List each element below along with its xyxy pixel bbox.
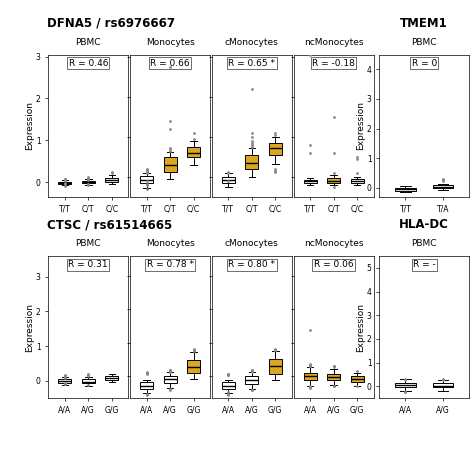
Text: PBMC: PBMC — [75, 38, 101, 47]
Y-axis label: Expression: Expression — [26, 302, 35, 352]
Text: R = 0: R = 0 — [411, 59, 437, 68]
PathPatch shape — [246, 155, 258, 170]
Text: R = 0.31: R = 0.31 — [68, 260, 108, 269]
Y-axis label: Expression: Expression — [356, 101, 365, 150]
PathPatch shape — [164, 157, 176, 172]
PathPatch shape — [222, 383, 235, 389]
PathPatch shape — [351, 179, 364, 182]
Text: cMonocytes: cMonocytes — [225, 239, 279, 248]
PathPatch shape — [140, 176, 153, 183]
PathPatch shape — [269, 143, 282, 155]
Text: Monocytes: Monocytes — [146, 239, 194, 248]
PathPatch shape — [187, 360, 200, 373]
PathPatch shape — [246, 376, 258, 384]
Text: R = 0.66: R = 0.66 — [150, 59, 190, 68]
PathPatch shape — [304, 373, 317, 380]
PathPatch shape — [395, 188, 416, 191]
Text: cMonocytes: cMonocytes — [225, 38, 279, 47]
Text: TMEM1: TMEM1 — [401, 17, 448, 29]
PathPatch shape — [304, 180, 317, 183]
PathPatch shape — [222, 177, 235, 183]
PathPatch shape — [187, 146, 200, 157]
PathPatch shape — [58, 182, 71, 184]
Text: HLA-DC: HLA-DC — [399, 218, 449, 231]
Text: ncMonocytes: ncMonocytes — [304, 38, 364, 47]
Text: PBMC: PBMC — [411, 38, 437, 47]
Text: R = -: R = - — [413, 260, 436, 269]
PathPatch shape — [269, 359, 282, 374]
PathPatch shape — [140, 383, 153, 389]
Text: ncMonocytes: ncMonocytes — [304, 239, 364, 248]
Text: DFNA5 / rs6976667: DFNA5 / rs6976667 — [47, 17, 175, 29]
Text: R = 0.78 *: R = 0.78 * — [146, 260, 193, 269]
PathPatch shape — [351, 376, 364, 383]
Text: R = 0.46: R = 0.46 — [69, 59, 108, 68]
PathPatch shape — [82, 181, 95, 183]
PathPatch shape — [395, 383, 416, 387]
PathPatch shape — [327, 178, 340, 182]
PathPatch shape — [105, 376, 118, 380]
Text: R = 0.06: R = 0.06 — [314, 260, 354, 269]
Text: R = 0.80 *: R = 0.80 * — [228, 260, 275, 269]
Text: Monocytes: Monocytes — [146, 38, 194, 47]
Text: CTSC / rs61514665: CTSC / rs61514665 — [47, 218, 173, 231]
Text: PBMC: PBMC — [411, 239, 437, 248]
PathPatch shape — [82, 379, 95, 383]
PathPatch shape — [433, 383, 453, 388]
Text: PBMC: PBMC — [75, 239, 101, 248]
PathPatch shape — [164, 376, 176, 383]
PathPatch shape — [327, 374, 340, 381]
Text: R = 0.65 *: R = 0.65 * — [228, 59, 275, 68]
PathPatch shape — [105, 178, 118, 182]
PathPatch shape — [58, 379, 71, 383]
Y-axis label: Expression: Expression — [26, 101, 35, 150]
PathPatch shape — [433, 185, 453, 189]
Text: R = -0.18: R = -0.18 — [312, 59, 355, 68]
Y-axis label: Expression: Expression — [356, 302, 365, 352]
